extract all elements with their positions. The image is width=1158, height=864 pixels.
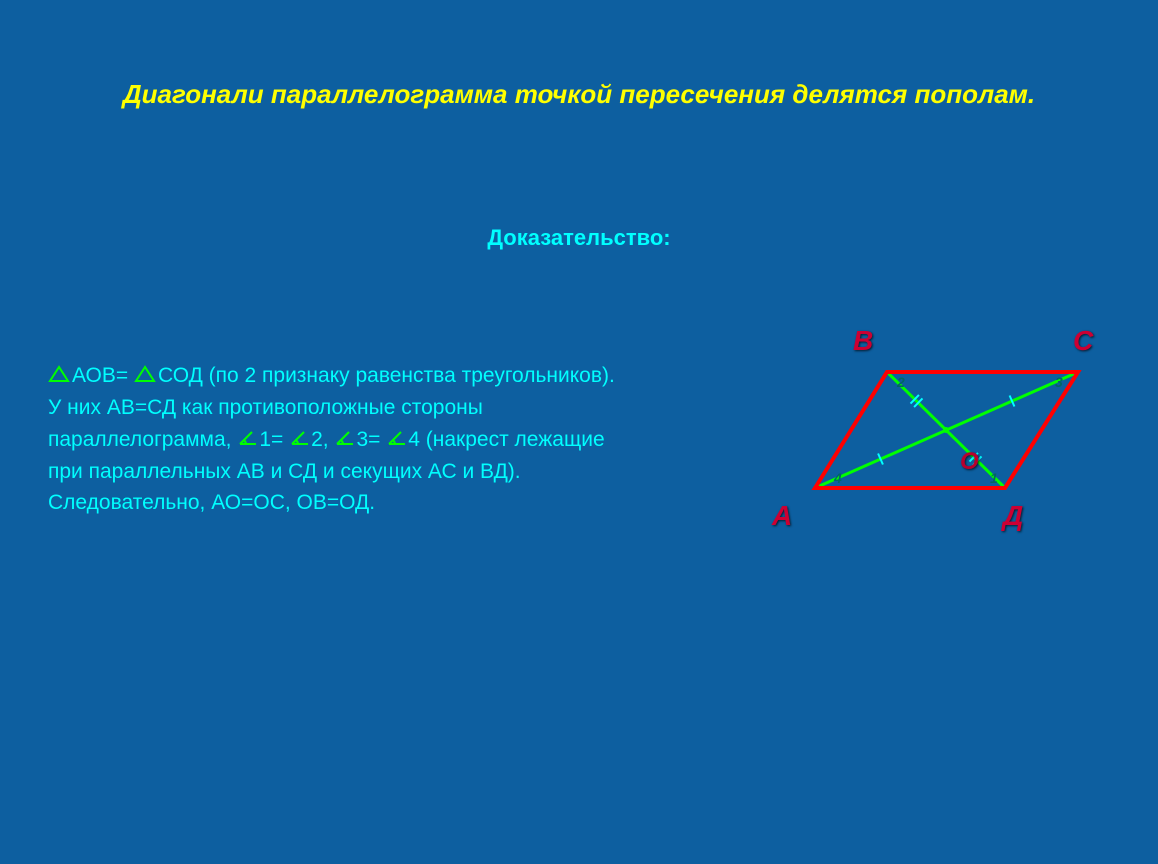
proof-seg: СОД (по 2 признаку равенства треугольник… (158, 364, 615, 387)
vertex-label-c: С (1073, 325, 1093, 357)
vertex-label-d: Д (1003, 500, 1023, 532)
vertex-label-b: В (853, 325, 873, 357)
proof-seg: АОВ= (72, 364, 134, 387)
proof-seg: 2, (311, 428, 334, 451)
svg-text:2: 2 (896, 374, 905, 390)
proof-seg: параллелограмма, (48, 428, 237, 451)
proof-text: АОВ= СОД (по 2 признаку равенства треуго… (48, 360, 688, 519)
proof-seg: при параллельных АВ и СД и секущих АС и … (48, 456, 688, 488)
parallelogram-diagram: 1234 А В С Д О (780, 330, 1110, 550)
proof-seg: 4 (накрест лежащие (408, 428, 604, 451)
center-point (943, 427, 949, 433)
slide: Диагонали параллелограмма точкой пересеч… (0, 0, 1158, 864)
proof-seg: У них АВ=СД как противоположные стороны (48, 392, 688, 424)
triangle-icon (48, 361, 70, 393)
slide-title: Диагонали параллелограмма точкой пересеч… (50, 78, 1108, 112)
diagram-svg: 1 2 3 4 (780, 330, 1110, 550)
svg-text:4: 4 (833, 470, 842, 486)
proof-seg: 1= (259, 428, 289, 451)
proof-seg: 3= (356, 428, 386, 451)
angle-icon (387, 424, 407, 456)
proof-seg: Следовательно, АО=ОС, ОВ=ОД. (48, 487, 688, 519)
vertex-label-a: А (772, 500, 792, 532)
triangle-icon (134, 361, 156, 393)
svg-text:3: 3 (1055, 374, 1063, 390)
angle-icon (238, 424, 258, 456)
slide-subtitle: Доказательство: (0, 225, 1158, 251)
angle-icon (335, 424, 355, 456)
angle-icon (290, 424, 310, 456)
svg-text:1: 1 (990, 470, 998, 486)
center-label-o: О (960, 448, 979, 476)
